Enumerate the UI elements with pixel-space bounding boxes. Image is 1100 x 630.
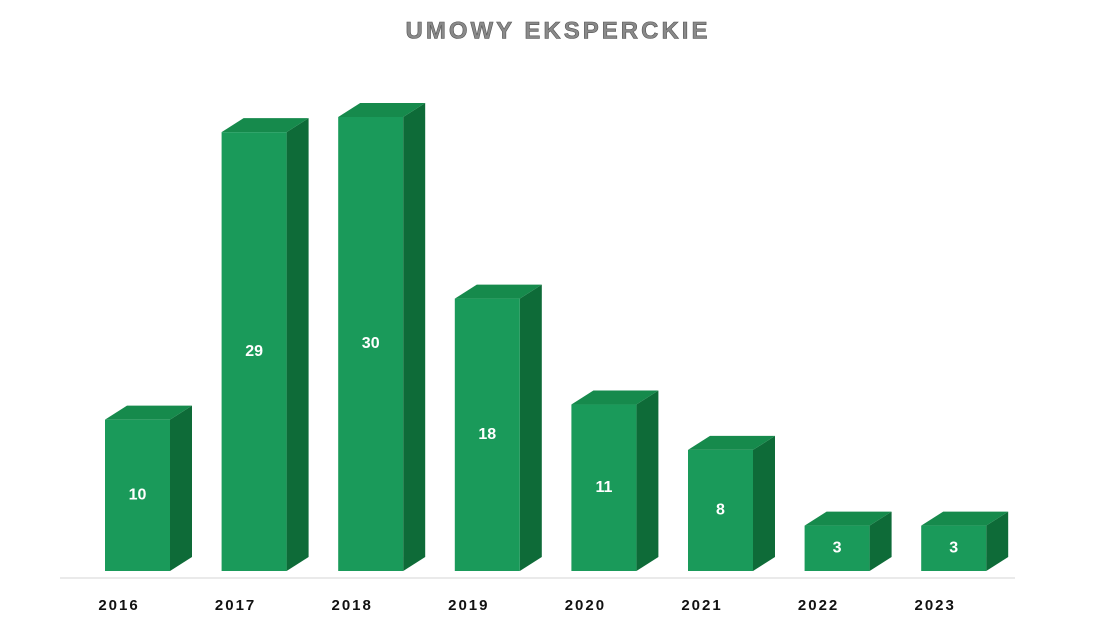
bar-top	[688, 435, 775, 450]
bar	[921, 525, 987, 571]
bar-side	[519, 284, 542, 571]
bar-side	[403, 103, 426, 571]
bar	[804, 525, 870, 571]
data-label: 3	[949, 540, 958, 557]
bar-side	[286, 118, 309, 571]
bar-top	[454, 284, 542, 299]
chart-title: UMOWY EKSPERCKIE	[406, 17, 711, 44]
x-tick-label: 2019	[448, 597, 489, 614]
bar	[454, 298, 520, 571]
bar-top	[221, 118, 309, 133]
bar	[105, 419, 170, 571]
bar-side	[986, 511, 1009, 571]
data-label: 8	[716, 502, 725, 519]
data-label: 11	[595, 479, 612, 496]
data-label: 30	[362, 335, 380, 352]
data-label: 29	[245, 343, 263, 360]
bar-side	[636, 390, 659, 571]
data-label: 18	[478, 426, 496, 443]
bar-top	[338, 103, 426, 117]
bar-side	[170, 405, 192, 571]
x-tick-label: 2016	[98, 597, 139, 614]
bar	[571, 404, 637, 571]
data-label: 10	[129, 487, 147, 504]
x-tick-label: 2018	[332, 597, 373, 614]
x-tick-label: 2023	[915, 597, 956, 614]
bar	[338, 117, 404, 571]
bar-top	[804, 511, 892, 526]
x-tick-label: 2021	[681, 597, 722, 614]
bar-side	[869, 511, 892, 571]
bar	[688, 449, 753, 571]
bar-top	[921, 511, 1009, 526]
bar-side	[753, 435, 775, 571]
bar-top	[571, 390, 659, 405]
data-label: 3	[833, 540, 842, 557]
bar-top	[105, 405, 192, 420]
x-tick-label: 2020	[565, 597, 606, 614]
x-tick-label: 2022	[798, 597, 839, 614]
x-tick-label: 2017	[215, 597, 256, 614]
bar	[221, 132, 287, 571]
